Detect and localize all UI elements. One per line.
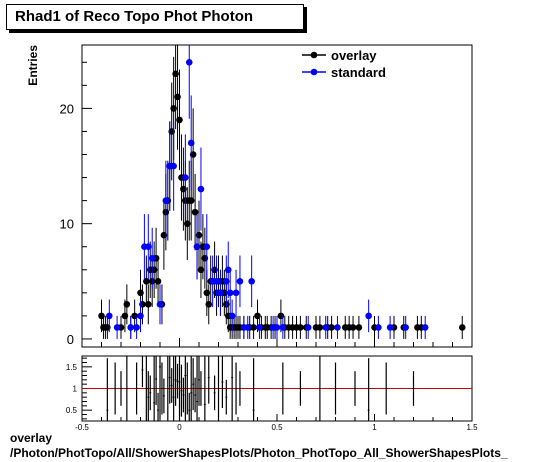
data-point-standard [322,324,330,331]
data-point-standard [273,324,281,331]
data-point-overlay [123,301,131,308]
data-point-standard [137,312,144,320]
series-standard [106,45,429,339]
data-point-overlay [176,116,183,124]
main-plot: 0 10 20 Entries overlay standard [26,44,473,348]
data-point-standard [127,324,135,331]
data-point-overlay [349,324,357,331]
data-point-overlay [154,277,162,285]
data-point-standard [228,312,236,320]
data-point-standard [279,324,287,331]
data-point-standard [187,139,195,147]
ratio-x-tick-label: 1.5 [466,423,478,432]
data-point-standard [334,324,341,331]
data-point-overlay [297,324,304,331]
footer-path: /Photon/PhotTopo/All/ShowerShapesPlots/P… [10,446,508,460]
chart-title: Rhad1 of Reco Topo Phot Photon [15,8,254,25]
data-point-standard [304,324,312,331]
ratio-x-tick-label: 1 [372,423,377,432]
y-tick-label: 20 [60,101,74,116]
ratio-y-tick-label: 1.5 [66,363,78,372]
data-point-standard [402,324,410,331]
ratio-x-tick-label: 0 [177,423,182,432]
ratio-x-tick-label: 0.5 [271,423,283,432]
footer-label: overlay [10,431,53,445]
data-point-standard [197,185,205,193]
ratio-x-tick-label: -0.5 [75,423,89,432]
y-tick-label: 10 [60,217,74,232]
data-point-standard [248,277,255,285]
data-point-overlay [458,324,466,331]
data-point-standard [256,324,263,331]
data-point-standard [213,277,220,285]
legend-label-overlay: overlay [331,48,377,63]
data-point-overlay [143,277,150,285]
chart-title-box: Rhad1 of Reco Topo Phot Photon [6,4,304,30]
data-point-overlay [145,301,152,308]
data-point-standard [244,324,252,331]
data-point-overlay [250,324,257,331]
ratio-series [106,356,415,421]
y-axis-label: Entries [26,45,40,86]
data-point-standard [236,277,244,285]
ratio-y-tick-label: 0.5 [66,406,78,415]
data-point-standard [232,289,240,297]
ratio-y-tick-label: 1 [73,385,78,394]
data-point-standard [113,324,121,331]
data-point-standard [185,58,193,66]
ratio-plot: 0.5 1 1.5 -0.5 0 0.5 1 1.5 [66,355,478,432]
data-point-overlay [316,324,324,331]
data-point-standard [203,243,211,251]
data-point-standard [156,301,164,308]
legend-label-standard: standard [331,65,386,80]
data-point-standard [365,312,372,320]
data-point-standard [217,289,224,297]
data-point-standard [226,289,234,297]
data-point-overlay [328,324,335,331]
data-point-standard [162,197,170,204]
data-point-standard [182,174,189,181]
data-point-standard [148,254,156,262]
legend: overlay standard [302,48,386,80]
data-point-standard [145,243,152,251]
data-point-standard [133,324,140,331]
data-point-standard [106,312,113,320]
legend-marker-overlay [310,51,318,59]
plot-frame [81,44,473,348]
data-point-standard [193,243,201,251]
data-point-standard [170,162,177,170]
data-point-standard [386,324,394,331]
legend-marker-standard [310,68,318,76]
data-point-overlay [355,324,363,331]
y-tick-label: 0 [67,332,74,347]
data-point-standard [421,324,429,331]
data-point-overlay [191,208,199,216]
data-point-standard [375,324,382,331]
